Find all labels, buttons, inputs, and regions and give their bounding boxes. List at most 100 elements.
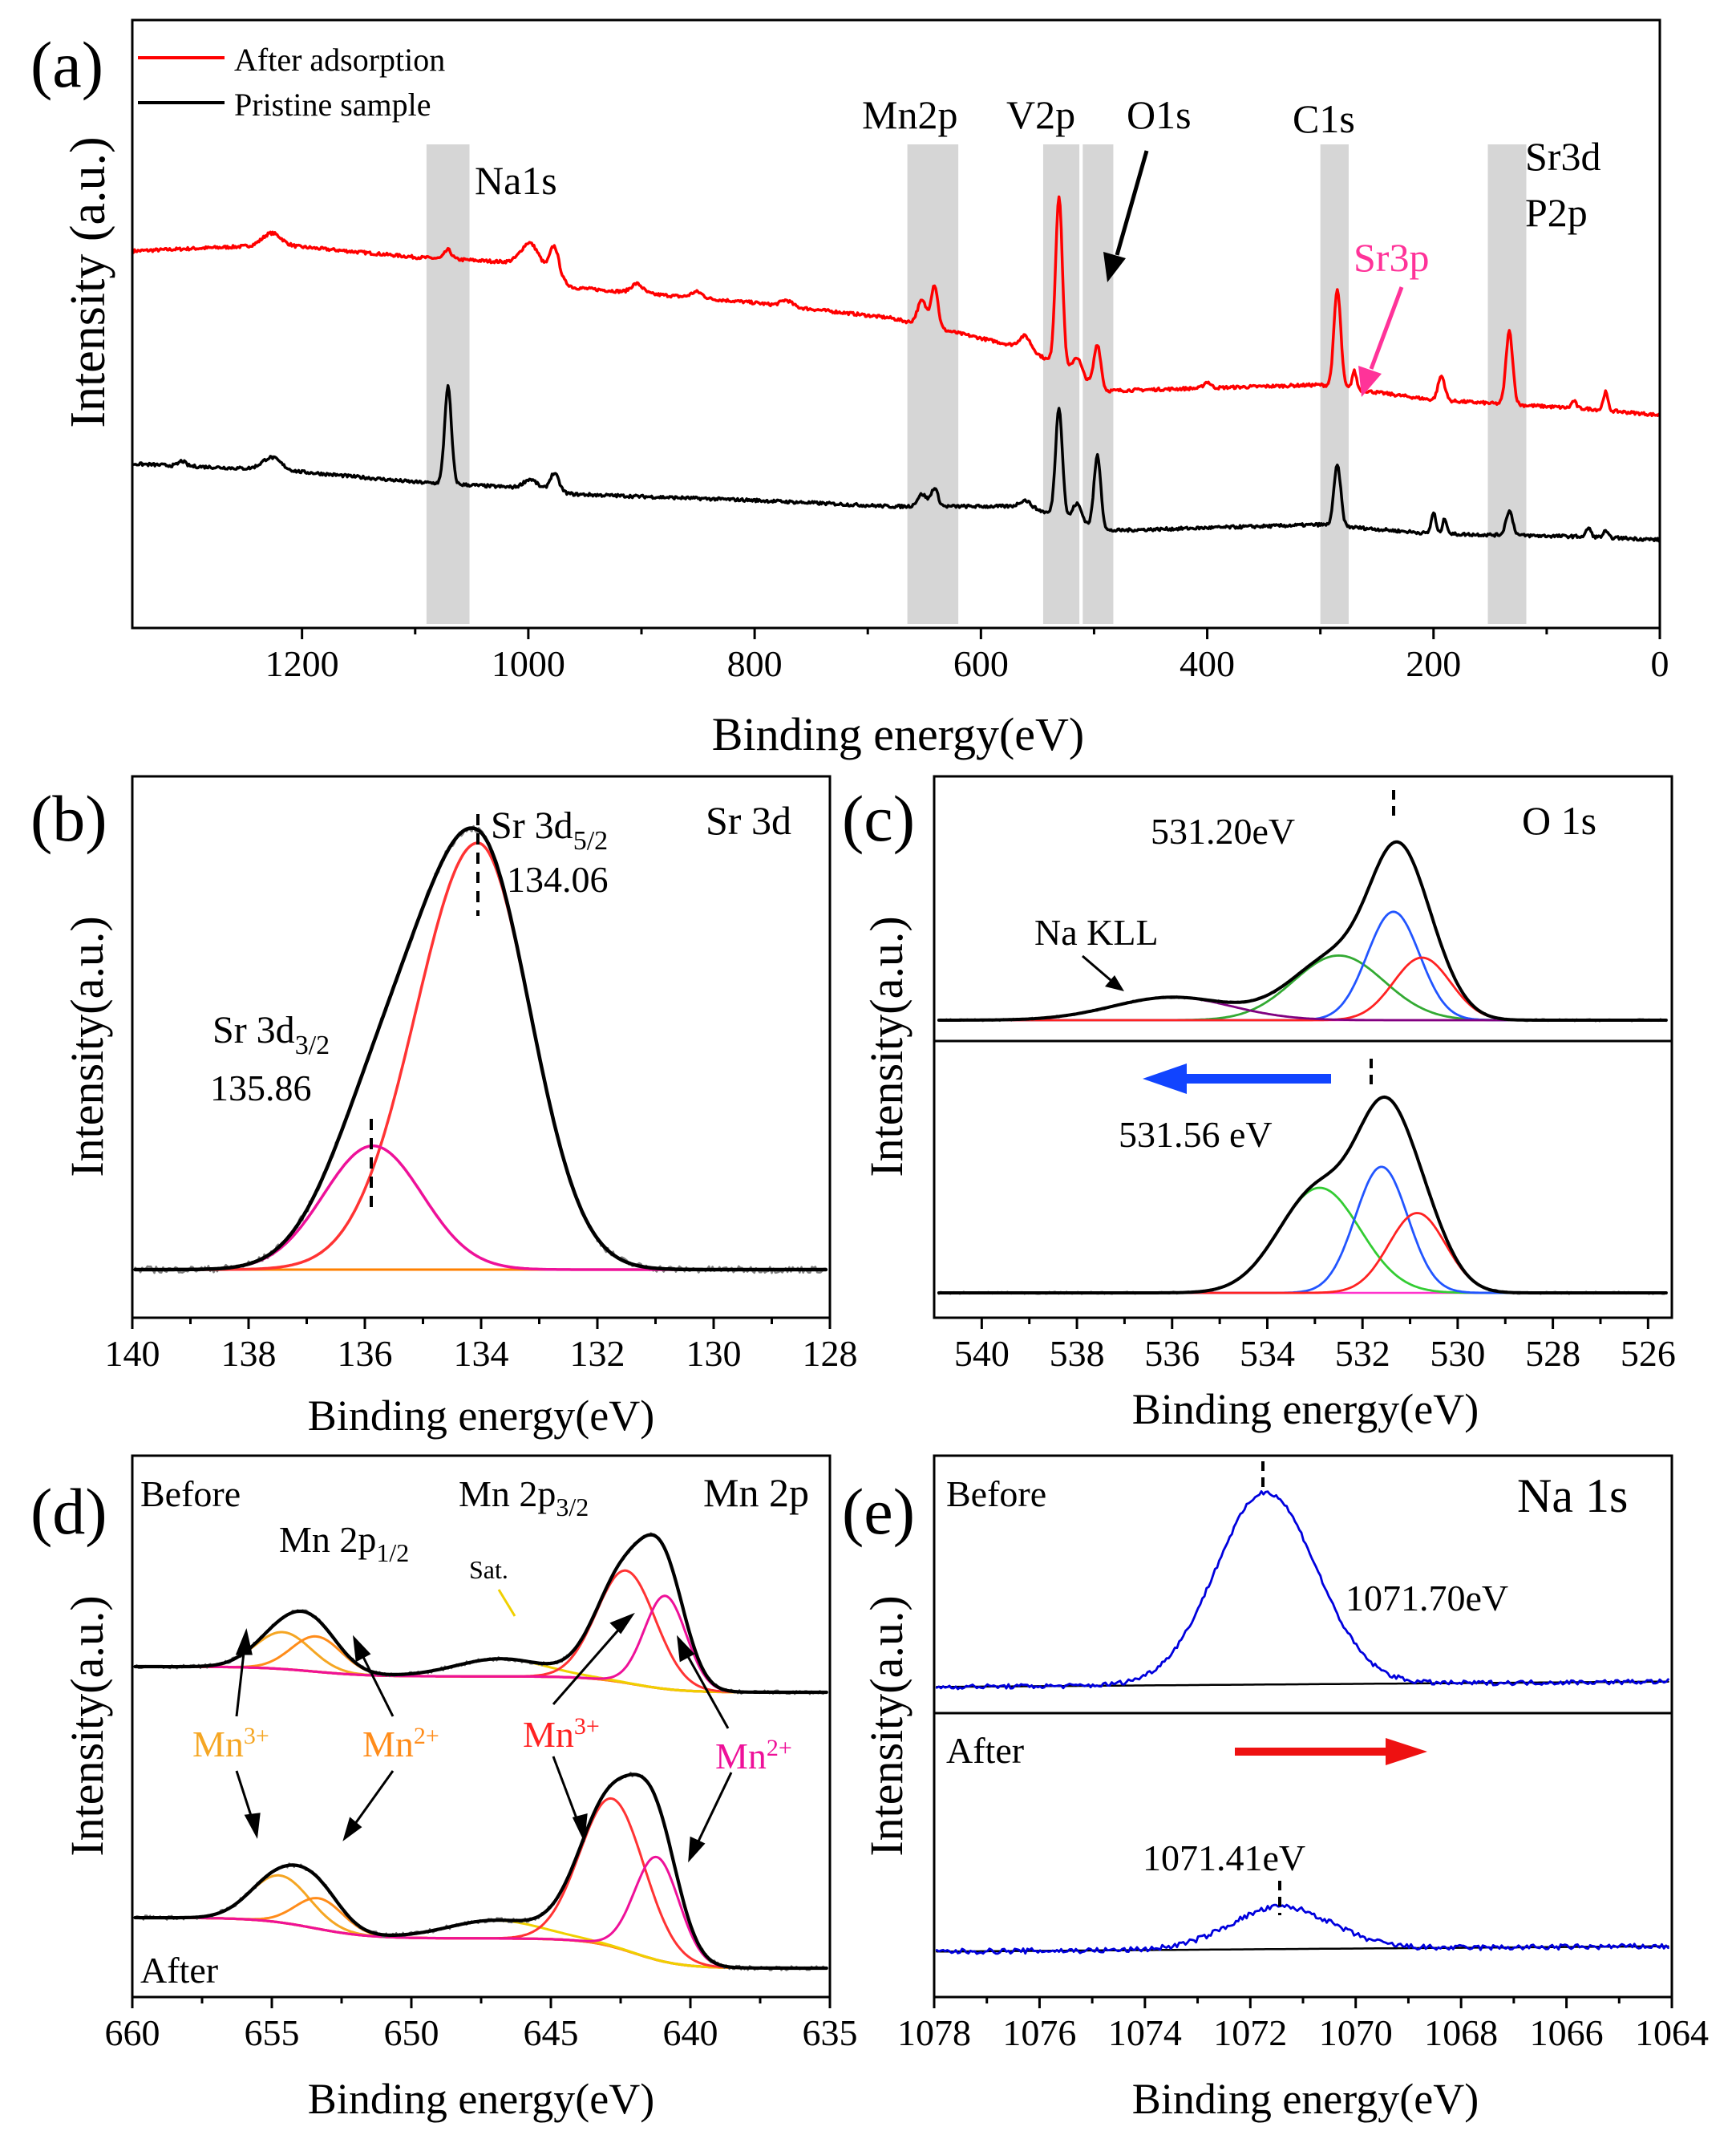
panel-a-curves	[132, 195, 1661, 543]
panel-c-axes-frame	[933, 775, 1673, 1319]
x-tick-label: 140	[105, 1333, 160, 1374]
band-o1s	[1082, 144, 1114, 624]
panel-e-xlabel: Binding energy(eV)	[1132, 2075, 1479, 2123]
label-mn2-right: Mn2+	[715, 1735, 792, 1776]
panel-e: (e) 1078 1076 1074 1072 1070 1068 1066 1064 Bef…	[842, 1454, 1709, 2123]
label-before-d: Before	[140, 1473, 241, 1514]
panel-e-label: (e)	[842, 1475, 915, 1548]
x-tick-label: 200	[1406, 643, 1461, 684]
label-sat: Sat.	[469, 1555, 508, 1584]
x-tick-label: 645	[524, 2012, 579, 2053]
o1s-lower-component-2	[937, 1165, 1668, 1294]
mn2p-after-background	[133, 1916, 828, 1970]
na1s-after-spectrum	[935, 1903, 1669, 1955]
x-tick-label: 1200	[265, 643, 339, 684]
panel-c-ticks: 540 538 536 534 532 530 528 526	[954, 1318, 1676, 1374]
x-tick-label: 536	[1144, 1333, 1200, 1374]
x-tick-label: 128	[803, 1333, 858, 1374]
legend-label-pristine: Pristine sample	[234, 87, 431, 123]
x-tick-label: 538	[1050, 1333, 1105, 1374]
x-tick-label: 0	[1651, 643, 1669, 684]
x-tick-label: 1072	[1213, 2012, 1287, 2053]
value-sr3d32: 135.86	[210, 1067, 312, 1108]
label-mn2-left: Mn2+	[362, 1723, 439, 1764]
x-tick-label: 655	[245, 2012, 300, 2053]
panel-a-label: (a)	[30, 28, 103, 101]
mn2p-after-component-2	[134, 1897, 828, 1970]
panel-d-label: (d)	[30, 1475, 107, 1548]
x-tick-label: 635	[803, 2012, 858, 2053]
annotation-na1s: Na1s	[475, 158, 557, 203]
panel-a-ylabel: Intensity (a.u.)	[61, 136, 115, 427]
mn2p-before-component-2	[134, 1635, 828, 1694]
panel-c-label: (c)	[842, 782, 915, 855]
panel-c-xlabel: Binding energy(eV)	[1132, 1385, 1479, 1433]
panel-a-xlabel: Binding energy(eV)	[712, 708, 1084, 760]
x-tick-label: 138	[221, 1333, 277, 1374]
arrow-sr3p	[1358, 286, 1404, 397]
panel-c-title: O 1s	[1522, 798, 1596, 843]
label-mn2p32: Mn 2p3/2	[459, 1473, 589, 1521]
x-tick-label: 136	[338, 1333, 393, 1374]
panel-b: (b) 140 138 136 134 132 130 128 Sr 3d Sr 3d5/2…	[30, 775, 858, 1440]
x-tick-label: 660	[105, 2012, 160, 2053]
mn2p-after-raw	[134, 1772, 828, 1971]
arrow-o1s	[1103, 150, 1149, 282]
label-after-e: After	[946, 1730, 1024, 1771]
x-tick-label: 526	[1621, 1333, 1676, 1374]
panel-d-ticks: 660 655 650 645 640 635	[105, 1997, 858, 2053]
panel-a-legend: After adsorption Pristine sample	[138, 42, 445, 123]
label-after-d: After	[140, 1950, 218, 1991]
mn2p-after-envelope	[133, 1772, 828, 1971]
x-tick-label: 1064	[1635, 2012, 1709, 2053]
x-tick-label: 650	[384, 2012, 439, 2053]
x-tick-label: 1066	[1530, 2012, 1604, 2053]
arrow-sat	[497, 1589, 516, 1617]
na1s-before-spectrum	[935, 1490, 1669, 1691]
o1s-upper-envelope	[937, 840, 1668, 1022]
arrow-na-kll	[1082, 954, 1124, 991]
annotation-p2p: P2p	[1525, 190, 1588, 235]
panel-e-title: Na 1s	[1517, 1469, 1628, 1522]
panel-c-curves	[937, 840, 1668, 1295]
component-sr-3d3-2	[133, 1144, 828, 1271]
panel-b-label: (b)	[30, 782, 107, 855]
mn2p-before-component-1	[134, 1631, 828, 1694]
mn2p-after-component-4	[134, 1797, 828, 1970]
panel-e-ticks: 1078 1076 1074 1072 1070 1068 1066 1064	[897, 1997, 1709, 2053]
label-1071-41: 1071.41eV	[1143, 1837, 1305, 1878]
x-tick-label: 540	[954, 1333, 1010, 1374]
panel-a-axes-frame	[131, 18, 1661, 630]
panel-b-title: Sr 3d	[706, 798, 791, 843]
band-mn2p	[907, 144, 959, 624]
arrows-mn-ions	[235, 1612, 733, 1863]
label-sr3d32: Sr 3d3/2	[212, 1009, 330, 1060]
panel-d: (d) 660 655 650 645 640 635 Before After Mn 2…	[30, 1454, 858, 2123]
o1s-lower-envelope	[937, 1095, 1668, 1294]
x-tick-label: 532	[1335, 1333, 1390, 1374]
panel-b-curves	[133, 824, 828, 1274]
annotation-sr3p: Sr3p	[1354, 235, 1429, 280]
x-tick-label: 1070	[1319, 2012, 1393, 2053]
annotation-v2p: V2p	[1006, 92, 1075, 137]
annotation-c1s: C1s	[1293, 96, 1355, 141]
panel-d-title: Mn 2p	[703, 1470, 809, 1515]
panel-c: (c) 540 538 536 534 532 530 528 526 O 1s 531.20…	[842, 775, 1676, 1433]
panel-d-curves	[133, 1532, 828, 1971]
shift-arrow-o1s	[1143, 1063, 1331, 1094]
x-tick-label: 1068	[1424, 2012, 1498, 2053]
mn2p-before-component-4	[134, 1569, 828, 1694]
label-na-kll: Na KLL	[1034, 912, 1159, 953]
x-tick-label: 1078	[897, 2012, 971, 2053]
panel-e-ylabel: Intensity(a.u.)	[860, 1595, 913, 1856]
panel-a-ticks: 1200 1000 800 600 400 200 0	[265, 628, 1669, 684]
value-sr3d52: 134.06	[507, 859, 609, 900]
panel-c-ylabel: Intensity(a.u.)	[860, 916, 913, 1177]
panel-a: (a) 1200 1000 800 600 400 200 0 After adsorpti…	[30, 18, 1669, 760]
band-sr3d-p2p	[1487, 144, 1527, 624]
panel-d-ylabel: Intensity(a.u.)	[61, 1595, 113, 1856]
panel-d-xlabel: Binding energy(eV)	[308, 2075, 654, 2123]
shift-arrow-na1s	[1235, 1738, 1427, 1765]
x-tick-label: 1000	[492, 643, 565, 684]
